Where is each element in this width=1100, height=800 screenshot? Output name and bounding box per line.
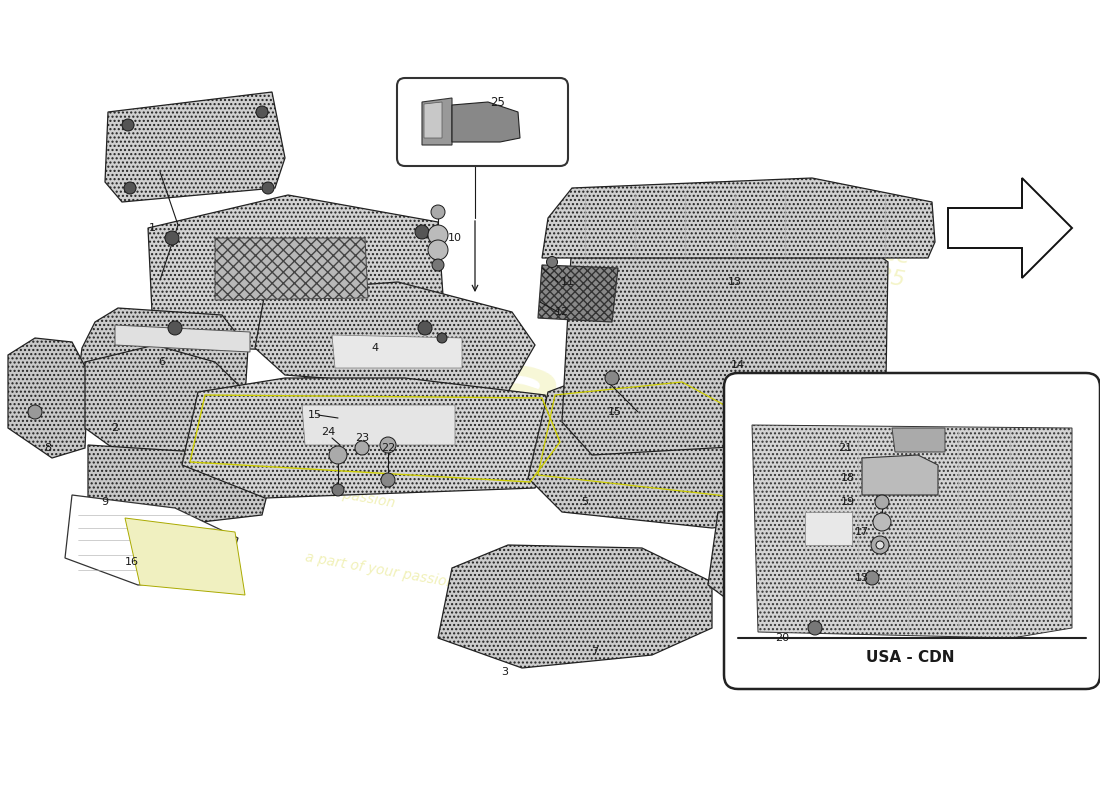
Circle shape (122, 119, 134, 131)
Text: 12: 12 (554, 307, 569, 317)
Text: 17: 17 (855, 527, 869, 537)
Polygon shape (78, 308, 248, 412)
Polygon shape (182, 378, 565, 498)
Text: 15: 15 (308, 410, 322, 420)
Text: 18: 18 (840, 473, 855, 483)
Polygon shape (8, 338, 88, 458)
Circle shape (355, 441, 368, 455)
Text: europarts: europarts (187, 246, 713, 494)
Text: 19: 19 (840, 497, 855, 507)
Polygon shape (285, 315, 508, 388)
Text: 6: 6 (158, 357, 165, 367)
Text: 25: 25 (491, 95, 505, 109)
Text: a part of your passion: a part of your passion (304, 550, 456, 590)
Text: since
1985: since 1985 (848, 238, 912, 291)
Circle shape (381, 473, 395, 487)
Circle shape (262, 182, 274, 194)
Text: 2: 2 (111, 423, 119, 433)
Polygon shape (88, 445, 272, 528)
Polygon shape (948, 178, 1072, 278)
Text: 20: 20 (774, 633, 789, 643)
Polygon shape (752, 425, 1072, 638)
Text: 11: 11 (561, 277, 575, 287)
Polygon shape (542, 178, 935, 258)
Circle shape (379, 437, 396, 453)
Text: 13: 13 (855, 573, 869, 583)
Polygon shape (104, 92, 285, 202)
Polygon shape (452, 102, 520, 142)
Text: 8: 8 (44, 443, 52, 453)
Polygon shape (116, 325, 250, 352)
Polygon shape (332, 335, 462, 368)
Text: 9: 9 (101, 497, 109, 507)
FancyBboxPatch shape (397, 78, 568, 166)
Polygon shape (538, 265, 618, 322)
Text: 1: 1 (148, 223, 155, 233)
Text: USA - CDN: USA - CDN (866, 650, 955, 666)
Circle shape (431, 205, 446, 219)
Text: 15: 15 (608, 407, 622, 417)
Circle shape (124, 182, 136, 194)
Circle shape (871, 536, 889, 554)
Circle shape (168, 321, 182, 335)
Text: 7: 7 (592, 647, 598, 657)
Polygon shape (862, 455, 938, 495)
Polygon shape (148, 195, 446, 352)
Text: 23: 23 (355, 433, 370, 443)
Circle shape (874, 495, 889, 509)
Polygon shape (422, 98, 452, 145)
Circle shape (865, 571, 879, 585)
Text: 21: 21 (838, 443, 853, 453)
Circle shape (873, 513, 891, 531)
Text: 24: 24 (321, 427, 336, 437)
Polygon shape (255, 282, 535, 392)
Polygon shape (438, 545, 712, 668)
Polygon shape (892, 428, 945, 452)
Circle shape (605, 371, 619, 385)
Text: 5: 5 (582, 497, 588, 507)
Text: 14: 14 (730, 360, 745, 370)
Text: 22: 22 (381, 443, 395, 453)
Circle shape (415, 225, 429, 239)
FancyBboxPatch shape (724, 373, 1100, 689)
Circle shape (418, 321, 432, 335)
Circle shape (437, 333, 447, 343)
Circle shape (432, 259, 444, 271)
Polygon shape (562, 228, 888, 455)
Polygon shape (528, 378, 772, 528)
Circle shape (28, 405, 42, 419)
Text: 4: 4 (372, 343, 378, 353)
Polygon shape (85, 345, 262, 462)
Polygon shape (65, 495, 238, 585)
Text: 10: 10 (448, 233, 462, 243)
Polygon shape (302, 405, 455, 445)
Text: a part of your passion: a part of your passion (244, 470, 396, 510)
Text: 3: 3 (502, 667, 508, 677)
Circle shape (547, 257, 558, 267)
Circle shape (428, 225, 448, 245)
Circle shape (329, 446, 346, 464)
Circle shape (332, 484, 344, 496)
Polygon shape (805, 512, 852, 545)
Circle shape (428, 240, 448, 260)
Circle shape (165, 231, 179, 245)
Text: 16: 16 (125, 557, 139, 567)
Polygon shape (424, 102, 442, 138)
Circle shape (876, 541, 884, 549)
Text: 13: 13 (728, 277, 743, 287)
Circle shape (256, 106, 268, 118)
Circle shape (808, 621, 822, 635)
Polygon shape (708, 508, 835, 622)
Polygon shape (214, 238, 368, 300)
Polygon shape (125, 518, 245, 595)
